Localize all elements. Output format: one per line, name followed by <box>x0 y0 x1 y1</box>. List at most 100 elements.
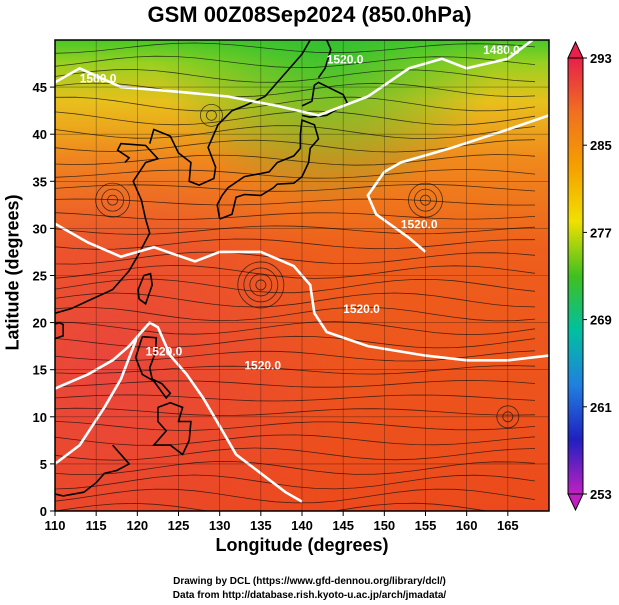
height-contour <box>55 326 147 390</box>
streamline <box>55 225 536 235</box>
colorbar-tick-label: 277 <box>590 225 612 240</box>
streamlines <box>55 42 536 511</box>
x-axis-label: Longitude (degrees) <box>215 535 389 555</box>
coastline <box>317 40 332 79</box>
x-tick-label: 165 <box>497 518 519 533</box>
contour-label: 1480.0 <box>483 43 520 57</box>
colorbar-body <box>567 57 584 495</box>
x-tick-label: 130 <box>209 518 231 533</box>
coastline <box>134 335 172 400</box>
coastline <box>152 401 192 456</box>
x-tick-label: 120 <box>126 518 148 533</box>
y-tick-label: 10 <box>33 410 47 425</box>
gridlines <box>55 40 549 511</box>
streamline <box>55 365 536 375</box>
coastline <box>216 118 320 220</box>
x-tick-label: 115 <box>86 518 107 533</box>
colorbar-tick-label: 293 <box>590 51 612 66</box>
map-field: 1560.0 1520.0 1520.0 1520.0 1520.0 1520.0 1480… <box>55 40 549 511</box>
streamline <box>55 434 536 446</box>
streamline-vortex <box>249 273 273 297</box>
x-tick-label: 160 <box>456 518 478 533</box>
height-contour <box>366 171 427 253</box>
streamline-vortex <box>408 182 443 218</box>
streamline <box>55 306 536 322</box>
streamline <box>55 407 536 416</box>
credit-data: Data from http://database.rish.kyoto-u.a… <box>172 590 447 601</box>
streamline <box>55 184 536 192</box>
streamline <box>55 264 536 279</box>
colorbar: 293 285 277 269 261 253 <box>567 40 612 512</box>
height-contour <box>55 222 549 362</box>
x-tick-label: 135 <box>250 518 272 533</box>
height-contour <box>55 320 303 503</box>
streamline-vortex <box>502 411 514 423</box>
coastlines <box>55 40 349 497</box>
streamline-vortex <box>107 194 119 206</box>
contour-label: 1520.0 <box>327 53 364 67</box>
y-tick-label: 5 <box>40 457 47 472</box>
x-axis-ticks: 110 115 120 125 130 135 140 145 150 155 160 165 <box>45 511 519 533</box>
height-contour <box>55 40 534 117</box>
coastline <box>55 444 131 497</box>
streamline <box>55 42 536 54</box>
streamline <box>55 169 536 179</box>
streamline <box>55 110 536 126</box>
streamline <box>55 321 536 336</box>
streamline-vortex <box>237 261 285 309</box>
credit-drawing: Drawing by DCL (https://www.gfd-dennou.o… <box>173 576 446 587</box>
contour-label: 1520.0 <box>401 217 438 231</box>
streamline-vortex <box>255 279 267 291</box>
coastline <box>55 321 64 340</box>
streamline <box>55 82 536 98</box>
streamline <box>55 394 536 402</box>
x-tick-label: 150 <box>373 518 395 533</box>
x-tick-label: 155 <box>415 518 437 533</box>
x-tick-label: 140 <box>291 518 313 533</box>
y-tick-label: 45 <box>33 80 47 95</box>
y-tick-label: 35 <box>33 174 47 189</box>
streamline <box>55 335 536 349</box>
streamline-vortex <box>95 182 131 218</box>
streamline <box>55 420 536 431</box>
streamline <box>55 55 536 69</box>
colorbar-tick-label: 285 <box>590 138 612 153</box>
y-tick-label: 15 <box>33 363 47 378</box>
y-tick-label: 30 <box>33 221 47 236</box>
coastline <box>148 40 311 186</box>
x-tick-label: 110 <box>45 518 66 533</box>
chart-title: GSM 00Z08Sep2024 (850.0hPa) <box>147 2 472 27</box>
streamline <box>55 125 536 140</box>
coastline <box>137 272 154 306</box>
streamline-vortex <box>243 267 279 303</box>
streamline <box>55 198 536 206</box>
y-tick-label: 25 <box>33 269 47 284</box>
streamline-vortex <box>206 109 217 121</box>
colorbar-min-arrow <box>567 493 584 512</box>
streamline <box>55 488 536 504</box>
colorbar-tick-label: 261 <box>590 400 612 415</box>
streamline <box>55 474 536 490</box>
streamline <box>55 461 536 475</box>
y-axis-label: Latitude (degrees) <box>2 194 23 351</box>
y-tick-label: 20 <box>33 316 47 331</box>
streamline <box>55 278 536 294</box>
streamline <box>55 96 536 112</box>
streamline <box>55 69 536 83</box>
streamline-vortex <box>200 103 223 127</box>
y-tick-label: 40 <box>33 127 47 142</box>
height-contour <box>383 114 549 174</box>
contour-label: 1560.0 <box>80 71 117 85</box>
colorbar-tick-label: 253 <box>590 487 612 502</box>
streamline <box>55 292 536 308</box>
y-tick-label: 0 <box>40 504 47 519</box>
streamline <box>55 251 536 265</box>
coastline <box>55 142 160 314</box>
streamline-vortex <box>414 188 437 212</box>
streamline-vortex <box>101 188 125 212</box>
contour-label: 1520.0 <box>343 302 380 316</box>
streamline <box>55 238 536 250</box>
streamline <box>55 502 490 511</box>
streamline-vortex <box>420 194 431 206</box>
